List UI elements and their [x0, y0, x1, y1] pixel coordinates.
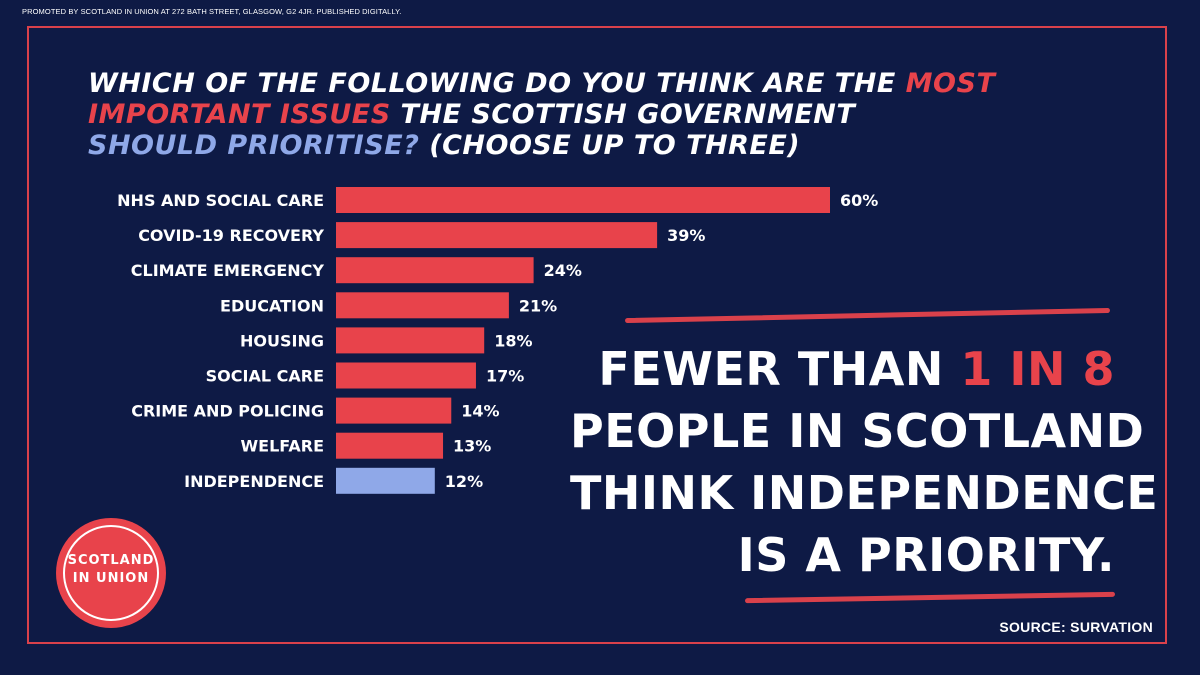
bar-climate-emergency: [336, 257, 534, 284]
value-label: 24%: [544, 261, 582, 280]
logo-line-2: IN UNION: [72, 571, 150, 586]
category-label: EDUCATION: [220, 296, 324, 315]
red-border-frame: [27, 26, 1167, 644]
bar-welfare: [336, 432, 444, 459]
category-label: INDEPENDENCE: [184, 472, 324, 491]
title-text: the Scottish Government: [390, 99, 856, 130]
slogan-text: Fewer than: [598, 342, 961, 396]
category-label: NHS AND SOCIAL CARE: [117, 191, 324, 210]
slogan-line-1: Fewer than 1 in 8: [570, 338, 1115, 400]
slogan-line-3: think independence: [570, 466, 1159, 520]
logo-ring: [63, 525, 159, 621]
promoted-by-notice: PROMOTED BY SCOTLAND IN UNION AT 272 BAT…: [22, 7, 402, 16]
logo-line-1: SCOTLAND: [67, 553, 155, 568]
bar-education: [336, 292, 509, 319]
bar-nhs-and-social-care: [336, 187, 830, 213]
value-label: 18%: [494, 331, 532, 350]
slogan: Fewer than 1 in 8 people in Scotland thi…: [570, 338, 1159, 586]
source-note: SOURCE: SURVATION: [999, 619, 1153, 635]
bar-covid-19-recovery: [336, 222, 658, 249]
value-label: 12%: [445, 472, 483, 491]
value-label: 13%: [453, 437, 491, 456]
bar-social-care: [336, 362, 476, 389]
value-label: 39%: [667, 226, 705, 245]
value-label: 21%: [519, 296, 557, 315]
category-label: COVID-19 RECOVERY: [138, 226, 324, 245]
category-label: SOCIAL CARE: [206, 367, 324, 386]
value-label: 14%: [461, 402, 499, 421]
slogan-line-4: is a priority.: [737, 528, 1115, 582]
title-highlight-blue: should prioritise?: [88, 130, 420, 161]
title-text: Which of the following do you think are …: [88, 68, 906, 99]
bar-independence: [336, 467, 435, 494]
chart-title: Which of the following do you think are …: [88, 68, 1148, 161]
title-highlight-red: most important issues: [88, 68, 996, 130]
category-label: WELFARE: [241, 437, 325, 456]
value-label: 60%: [840, 191, 878, 210]
slogan-line-2: people in Scotland: [570, 404, 1145, 458]
category-label: CRIME AND POLICING: [131, 402, 324, 421]
title-text: (choose up to three): [419, 130, 801, 161]
slogan-highlight: 1 in 8: [960, 342, 1115, 396]
bar-housing: [336, 327, 485, 354]
bar-crime-and-policing: [336, 397, 452, 424]
category-label: CLIMATE EMERGENCY: [131, 261, 325, 280]
scotland-in-union-logo: SCOTLAND IN UNION: [56, 518, 166, 628]
category-label: HOUSING: [240, 331, 324, 350]
logo-text: SCOTLAND IN UNION: [56, 552, 166, 588]
value-label: 17%: [486, 367, 524, 386]
